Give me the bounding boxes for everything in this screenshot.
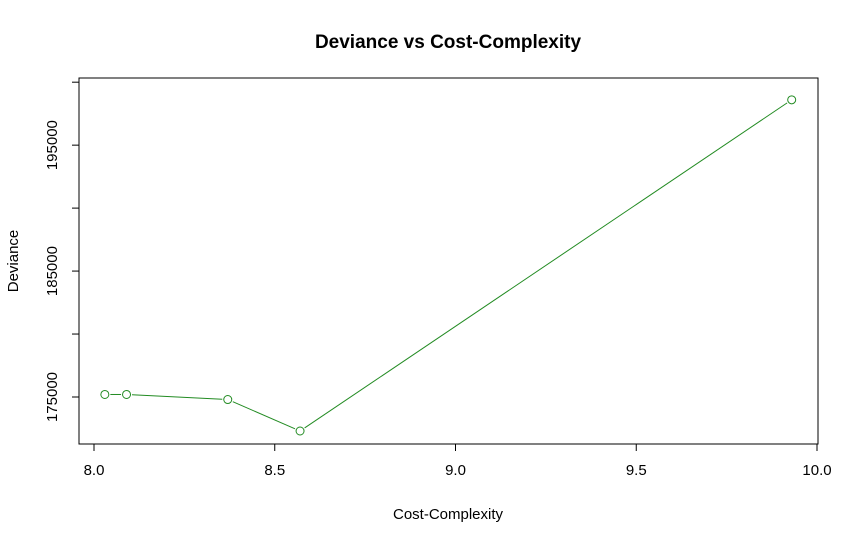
x-axis-label: Cost-Complexity [393, 506, 504, 523]
x-tick-label: 8.0 [84, 462, 105, 479]
series-line-segment [304, 102, 788, 429]
data-point [295, 426, 305, 436]
x-tick-label: 9.0 [445, 462, 466, 479]
data-point [122, 389, 132, 399]
y-tick-label: 195000 [44, 120, 61, 170]
x-tick-label: 10.0 [802, 462, 831, 479]
plot-frame [78, 77, 819, 445]
x-tick-label: 9.5 [626, 462, 647, 479]
series-line-segment [132, 394, 223, 400]
data-point [223, 395, 233, 405]
data-point [100, 389, 110, 399]
y-axis: 175000 185000 195000 [44, 81, 79, 422]
y-axis-label: Deviance [5, 230, 22, 293]
x-tick-label: 8.5 [264, 462, 285, 479]
data-point [787, 95, 797, 105]
chart-title: Deviance vs Cost-Complexity [315, 32, 582, 53]
y-tick-label: 175000 [44, 372, 61, 422]
x-axis: 8.0 8.5 9.0 9.5 10.0 [84, 444, 832, 479]
y-tick-label: 185000 [44, 246, 61, 296]
series-layer [100, 95, 797, 436]
series-line-segment [232, 401, 296, 430]
